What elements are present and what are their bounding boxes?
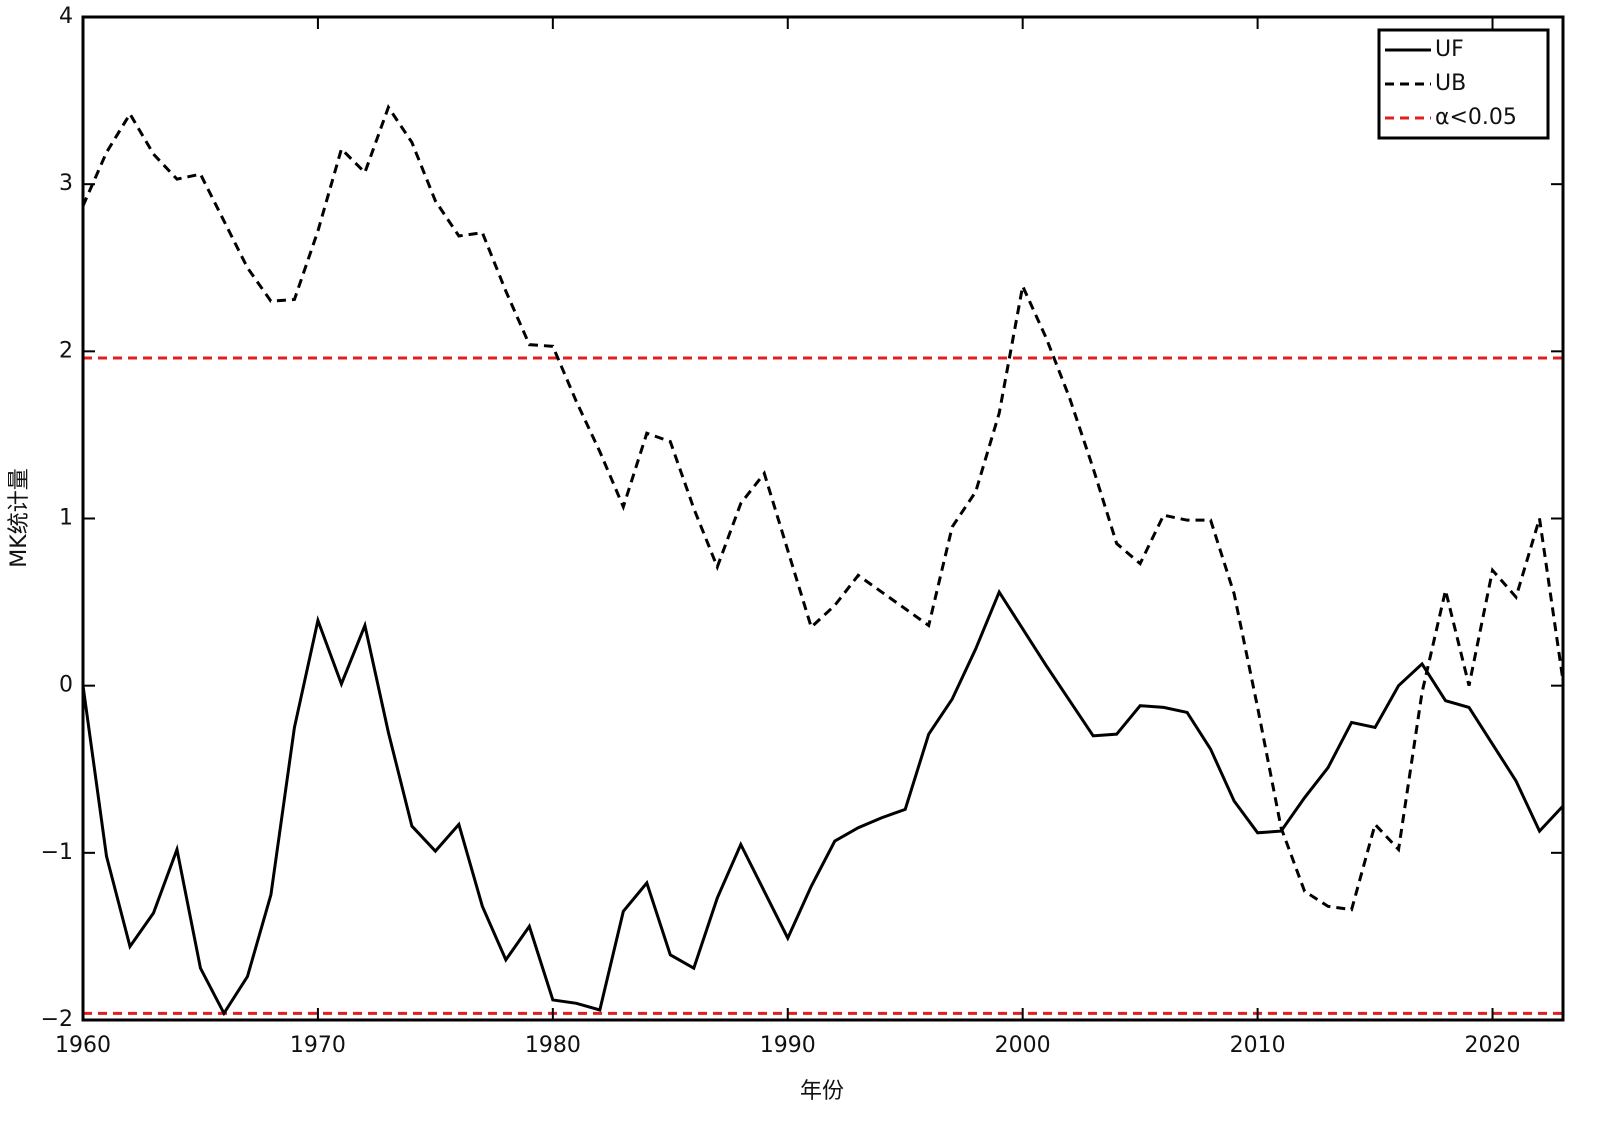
legend-label: UF bbox=[1435, 37, 1464, 62]
x-tick-label: 1990 bbox=[760, 1033, 816, 1058]
y-tick-label: 1 bbox=[59, 506, 73, 531]
y-tick-label: 3 bbox=[59, 171, 73, 196]
legend-label: α<0.05 bbox=[1435, 105, 1517, 130]
x-tick-label: 1970 bbox=[290, 1033, 346, 1058]
y-tick-label: 4 bbox=[59, 4, 73, 29]
x-tick-label: 2020 bbox=[1465, 1033, 1521, 1058]
y-axis-label: MK统计量 bbox=[7, 468, 32, 567]
x-tick-label: 2000 bbox=[995, 1033, 1051, 1058]
y-tick-label: −1 bbox=[41, 840, 73, 865]
x-tick-label: 2010 bbox=[1230, 1033, 1286, 1058]
x-tick-label: 1960 bbox=[55, 1033, 111, 1058]
x-axis-label: 年份 bbox=[800, 1079, 844, 1104]
y-tick-label: 0 bbox=[59, 673, 73, 698]
x-tick-label: 1980 bbox=[525, 1033, 581, 1058]
series-line bbox=[81, 588, 1565, 1017]
legend-label: UB bbox=[1435, 71, 1466, 96]
plot-frame bbox=[81, 15, 1565, 1022]
series-line bbox=[81, 103, 1565, 912]
y-tick-label: −2 bbox=[41, 1007, 73, 1032]
y-tick-label: 2 bbox=[59, 338, 73, 363]
